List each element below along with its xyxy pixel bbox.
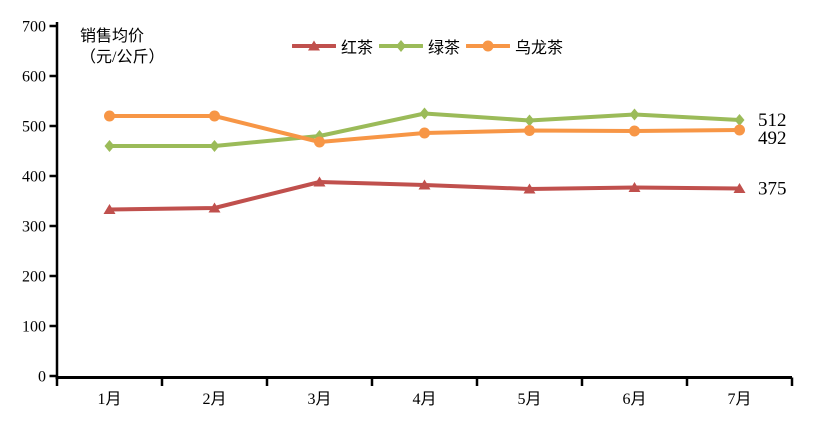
y-axis-title: 销售均价 （元/公斤）	[80, 26, 164, 68]
legend-item-2: 绿茶	[379, 34, 460, 58]
data-point-marker	[208, 202, 221, 213]
data-point-marker	[308, 40, 320, 51]
x-axis-tick-label: 4月	[412, 391, 436, 408]
x-axis-tick-label: 5月	[517, 391, 541, 408]
legend-item-3: 乌龙茶	[466, 34, 563, 58]
data-point-marker	[629, 125, 640, 137]
y-axis-tick-label: 600	[22, 69, 46, 86]
end-label: 512	[758, 110, 787, 131]
y-axis-tick-label: 0	[38, 369, 46, 386]
data-point-marker	[419, 127, 430, 139]
series-红茶	[103, 176, 746, 214]
diamond-marker-icon	[379, 40, 424, 52]
y-axis-title-line2: （元/公斤）	[80, 49, 165, 66]
y-axis-tick-label: 400	[22, 169, 46, 186]
data-point-marker	[419, 107, 430, 120]
y-axis-tick-label: 100	[22, 319, 46, 336]
data-point-marker	[314, 136, 325, 148]
end-label: 492	[758, 128, 787, 149]
circle-marker-icon	[466, 40, 511, 52]
y-axis-tick-label: 700	[22, 19, 46, 36]
legend-item-1: 红茶	[292, 34, 373, 58]
x-axis-tick-label: 2月	[202, 391, 226, 408]
legend-label: 乌龙茶	[515, 40, 564, 57]
data-point-marker	[482, 40, 494, 52]
y-axis-title-line1: 销售均价	[80, 28, 145, 45]
data-point-marker	[733, 183, 746, 193]
data-point-marker	[524, 114, 535, 127]
end-label: 375	[758, 179, 787, 200]
y-axis-tick-label: 300	[22, 219, 46, 236]
x-axis-tick-label: 6月	[622, 391, 646, 408]
x-axis-tick-label: 7月	[727, 391, 751, 408]
data-point-marker	[209, 110, 220, 122]
data-point-marker	[734, 114, 745, 126]
legend-label: 红茶	[341, 40, 374, 57]
x-axis-tick-label: 1月	[97, 391, 121, 408]
data-point-marker	[734, 124, 745, 136]
series-乌龙茶	[104, 110, 745, 148]
data-point-marker	[313, 176, 326, 187]
data-point-marker	[523, 183, 536, 194]
x-axis-tick-label: 3月	[307, 391, 331, 408]
data-point-marker	[418, 179, 431, 190]
triangle-marker-icon	[292, 40, 336, 51]
legend: 红茶 绿茶 乌龙茶	[292, 34, 563, 58]
data-point-marker	[396, 40, 407, 52]
legend-label: 绿茶	[428, 40, 461, 57]
data-point-marker	[104, 110, 115, 122]
data-point-marker	[103, 204, 116, 214]
data-point-marker	[209, 140, 220, 152]
data-point-marker	[524, 125, 535, 136]
data-point-marker	[104, 140, 115, 152]
data-point-marker	[629, 108, 640, 121]
y-axis-tick-label: 200	[22, 269, 46, 286]
data-point-marker	[628, 182, 641, 192]
y-axis-tick-label: 500	[22, 119, 46, 136]
